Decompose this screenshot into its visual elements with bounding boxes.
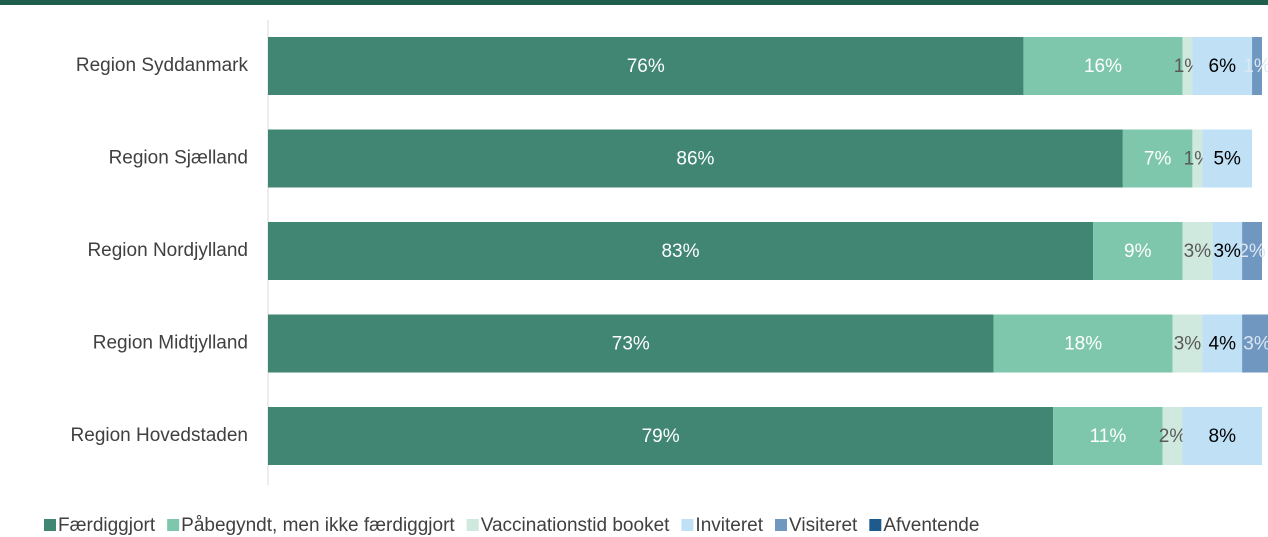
data-label: 73% [612,334,650,355]
bar-segment [1252,37,1262,95]
bar-segment [1182,222,1213,280]
legend-label: Inviteret [695,515,763,536]
bar-segment [268,37,1024,95]
data-label: 2% [1238,241,1266,262]
legend-swatch [869,519,882,531]
bar-segment [1192,37,1253,95]
legend-label: Visiteret [789,515,858,536]
data-label: 3% [1184,241,1212,262]
y-tick-label: Region Sjælland [109,148,248,169]
data-label: 3% [1243,334,1268,355]
bar-segment [1162,407,1183,465]
legend: Færdiggjort Påbegyndt, men ikke færdiggjo… [44,515,979,536]
data-label: 86% [676,149,714,170]
bar-segment [1212,222,1243,280]
legend-swatch [681,519,694,531]
data-label: 2% [1159,426,1187,447]
bar-segment [1182,37,1193,95]
legend-label: Vaccinationstid booket [481,515,670,536]
data-label: 83% [661,241,699,262]
y-tick-label: Region Nordjylland [87,240,248,261]
legend-swatch [44,519,56,531]
legend-label: Færdiggjort [58,515,156,536]
y-tick-label: Region Hovedstaden [71,425,248,446]
bar-segment [268,222,1094,280]
bar-segment [268,129,1123,188]
bar-segment [1192,129,1203,188]
title-strip [0,0,1268,5]
y-tick-label: Region Syddanmark [76,55,249,76]
bar-segment [1122,129,1193,188]
bar-segment [1182,407,1262,465]
bar-segment [1053,407,1163,465]
data-label: 9% [1124,241,1152,262]
data-label: 1% [1243,56,1268,77]
y-tick-label: Region Midtjylland [93,333,248,354]
data-label: 16% [1084,56,1122,77]
bar-segment [268,407,1054,465]
bar-segment [1023,37,1183,95]
data-label: 5% [1213,149,1241,170]
bar-segment [993,314,1173,373]
legend-swatch [466,519,479,531]
bar-segment [1093,222,1183,280]
bar-segment [1202,129,1253,188]
data-label: 18% [1064,334,1102,355]
data-label: 8% [1209,426,1237,447]
data-label: 3% [1213,241,1241,262]
bar-segment [1202,314,1243,373]
data-label: 7% [1144,149,1172,170]
data-label: 76% [627,56,665,77]
legend-label: Påbegyndt, men ikke færdiggjort [181,515,455,536]
legend-swatch [167,519,180,531]
bar-segment [1242,222,1262,280]
legend-swatch [775,519,788,531]
data-label: 11% [1090,426,1127,447]
legend-label: Afventende [883,515,979,536]
data-label: 6% [1209,56,1237,77]
data-label: 79% [642,426,680,447]
data-label: 3% [1174,334,1202,355]
bar-segment [268,314,994,373]
bar-segment [1242,314,1268,373]
data-label: 4% [1209,334,1237,355]
plot: 76%16%1%6%1%86%7%1%5%83%9%3%3%2%73%18%3%… [268,37,1268,465]
bar-segment [1172,314,1203,373]
